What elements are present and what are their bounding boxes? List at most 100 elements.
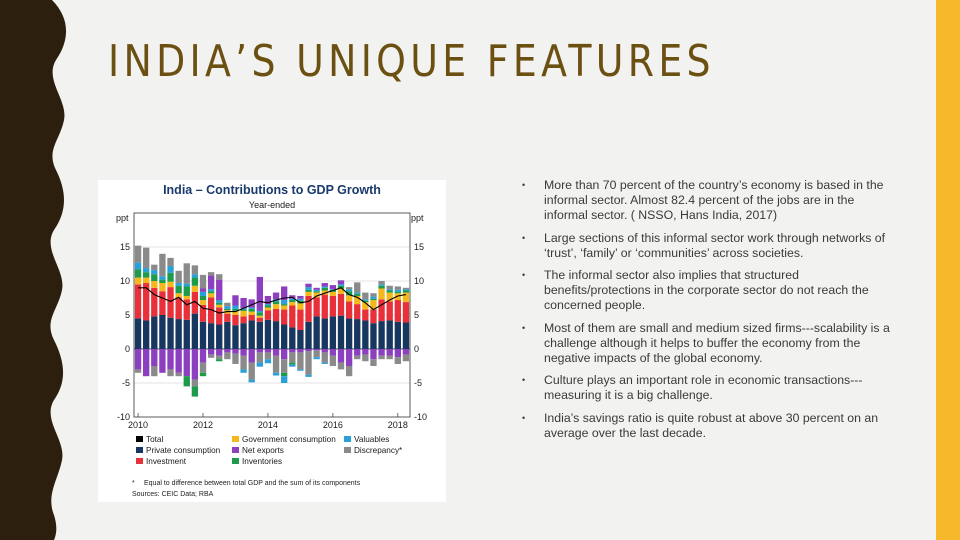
- bar-segment-inventories: [207, 291, 215, 294]
- bar-segment-government: [402, 292, 410, 303]
- gdp-contribution-chart: India – Contributions to GDP Growth Year…: [98, 180, 446, 502]
- bar-segment-government: [134, 277, 142, 285]
- bar-segment-valuables: [159, 276, 166, 280]
- bar-segment-valuables: [199, 291, 207, 296]
- bar-segment-net_exports: [232, 349, 239, 354]
- bullet-dot: •: [522, 270, 526, 281]
- bar-segment-valuables: [394, 289, 401, 292]
- bar-segment-valuables: [378, 284, 385, 286]
- bar-segment-discrepancy: [191, 379, 199, 387]
- legend-label-net_exports: Net exports: [242, 446, 284, 455]
- bullet-item: • Large sections of this informal sector …: [520, 231, 900, 261]
- bar-segment-discrepancy: [199, 274, 207, 289]
- bar-segment-inventories: [134, 269, 142, 278]
- legend-swatch-net_exports: [232, 447, 239, 453]
- bar-segment-inventories: [183, 286, 190, 296]
- bar-segment-net_exports: [199, 349, 207, 363]
- y-tick-label-left: -5: [122, 378, 130, 388]
- bar-segment-investment: [248, 315, 255, 321]
- bar-segment-net_exports: [151, 349, 158, 366]
- bar-segment-valuables: [207, 289, 215, 292]
- bar-segment-discrepancy: [362, 354, 369, 362]
- bar-segment-government: [297, 303, 304, 310]
- bar-segment-government: [183, 295, 190, 300]
- bullet-item: • Most of them are small and medium sized…: [520, 321, 900, 367]
- x-tick-label: 2016: [323, 420, 343, 430]
- bar-segment-discrepancy: [207, 354, 215, 358]
- bar-segment-net_exports: [175, 349, 182, 373]
- bar-segment-private: [354, 319, 361, 349]
- bar-segment-valuables: [240, 369, 247, 373]
- bar-segment-government: [370, 300, 377, 310]
- y-tick-label-left: -10: [117, 412, 130, 422]
- bullet-dot: •: [522, 180, 526, 190]
- bar-segment-net_exports: [329, 285, 337, 290]
- bar-segment-discrepancy: [216, 274, 223, 280]
- bar-segment-investment: [256, 317, 263, 322]
- legend-label-total: Total: [146, 435, 163, 444]
- bar-segment-net_exports: [354, 349, 361, 356]
- bar-segment-private: [370, 323, 377, 349]
- bar-segment-inventories: [232, 308, 239, 311]
- bar-segment-net_exports: [305, 283, 312, 288]
- bar-segment-inventories: [191, 277, 199, 286]
- bar-segment-private: [297, 329, 304, 349]
- legend-label-government: Government consumption: [242, 435, 336, 444]
- bar-segment-inventories: [354, 293, 361, 296]
- bar-segment-discrepancy: [248, 362, 255, 380]
- bar-segment-net_exports: [281, 286, 288, 301]
- bar-segment-discrepancy: [143, 247, 150, 269]
- bar-segment-net_exports: [207, 349, 215, 355]
- legend-swatch-valuables: [344, 436, 351, 442]
- bar-segment-private: [216, 324, 223, 349]
- bar-segment-discrepancy: [321, 352, 328, 363]
- legend-swatch-discrepancy: [344, 447, 351, 453]
- bar-segment-investment: [321, 294, 328, 319]
- y-tick-label-left: 10: [120, 276, 130, 286]
- bar-segment-government: [289, 302, 296, 306]
- x-tick-label: 2012: [193, 420, 213, 430]
- bar-segment-discrepancy: [175, 372, 182, 377]
- bar-segment-discrepancy: [289, 352, 296, 363]
- bar-segment-inventories: [289, 300, 296, 303]
- bar-segment-discrepancy: [272, 355, 280, 373]
- bar-segment-inventories: [143, 272, 150, 278]
- x-tick-label: 2018: [388, 420, 408, 430]
- bar-segment-discrepancy: [370, 359, 377, 366]
- bar-segment-discrepancy: [305, 351, 312, 375]
- y-tick-label-right: -10: [414, 412, 427, 422]
- bullet-dot: •: [522, 232, 526, 243]
- bar-segment-discrepancy: [402, 354, 410, 362]
- bar-segment-government: [256, 315, 263, 318]
- bar-segment-government: [394, 293, 401, 301]
- legend-swatch-total: [136, 436, 143, 442]
- bar-segment-discrepancy: [183, 263, 190, 284]
- bar-segment-investment: [378, 299, 385, 322]
- bar-segment-inventories: [264, 305, 272, 308]
- bar-segment-discrepancy: [199, 362, 207, 373]
- bar-segment-government: [232, 310, 239, 315]
- bar-segment-net_exports: [143, 349, 150, 377]
- bar-segment-valuables: [256, 310, 263, 313]
- bar-segment-private: [175, 319, 182, 349]
- bar-segment-discrepancy: [191, 265, 199, 275]
- bar-segment-government: [345, 295, 353, 302]
- bar-segment-valuables: [232, 305, 239, 309]
- bar-segment-inventories: [297, 300, 304, 304]
- y-tick-labels: 15 15 10 10 5 5 0 0 -5 -5 -10 -10: [117, 242, 427, 422]
- bar-segment-government: [362, 302, 369, 310]
- bar-segment-valuables: [264, 359, 272, 364]
- legend-swatch-government: [232, 436, 239, 442]
- bar-segment-inventories: [337, 285, 345, 289]
- footnote-text: Equal to difference between total GDP an…: [144, 480, 361, 487]
- legend-swatch-inventories: [232, 458, 239, 464]
- y-tick-label-left: 15: [120, 242, 130, 252]
- bar-segment-inventories: [362, 300, 369, 303]
- bullet-text: India’s savings ratio is quite robust at…: [544, 410, 879, 440]
- bar-segment-discrepancy: [345, 366, 353, 377]
- bar-segment-government: [386, 292, 393, 302]
- bar-segment-investment: [159, 291, 166, 315]
- y-tick-label-right: 15: [414, 242, 424, 252]
- bar-segment-private: [272, 321, 280, 349]
- bar-segment-net_exports: [337, 349, 345, 363]
